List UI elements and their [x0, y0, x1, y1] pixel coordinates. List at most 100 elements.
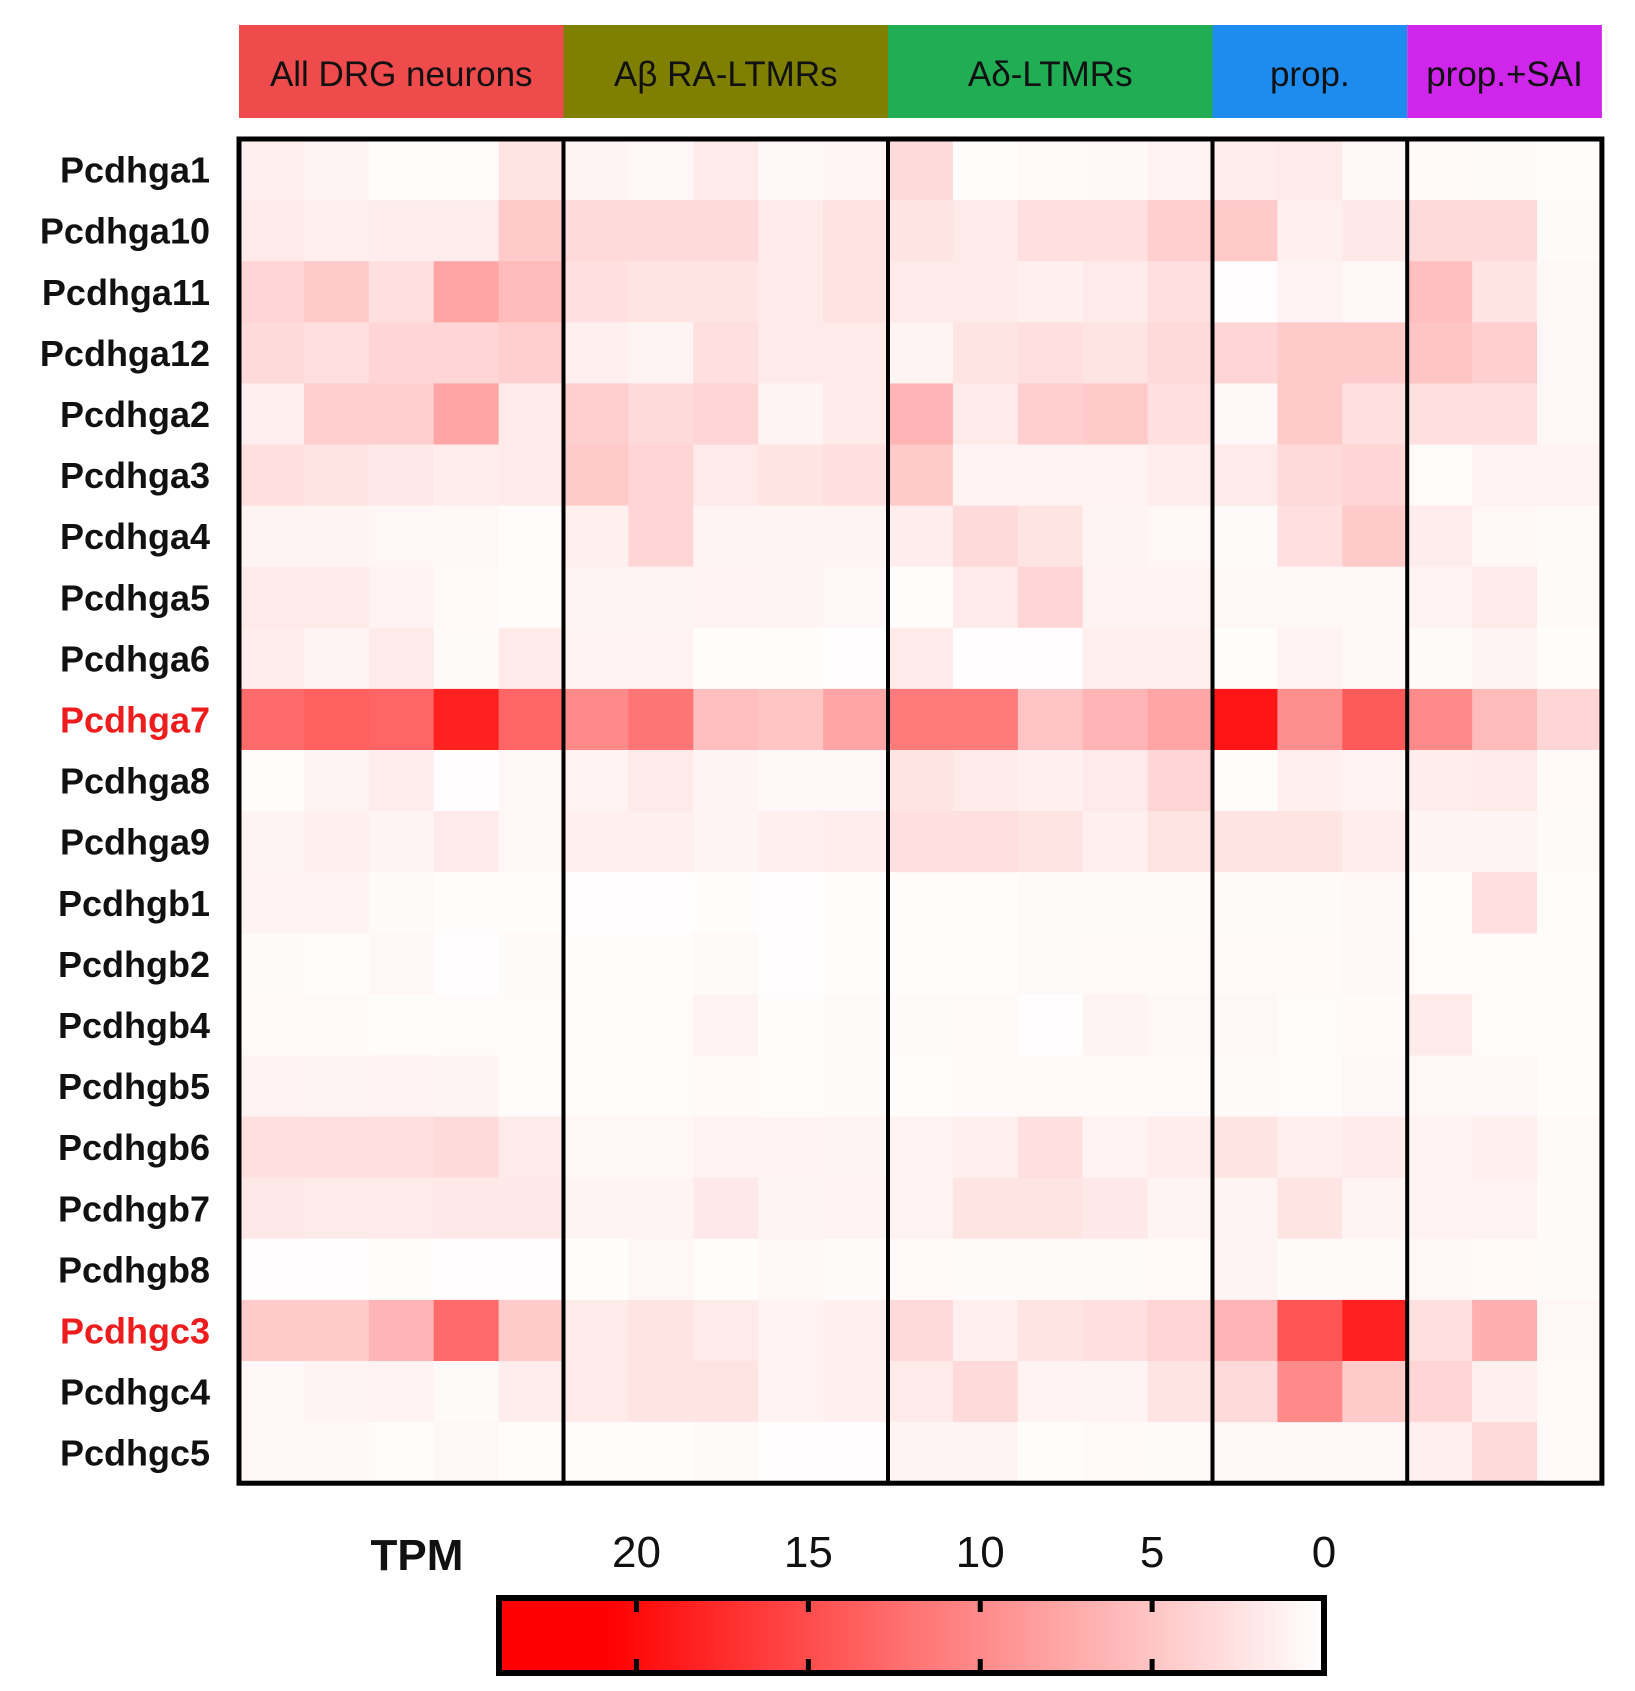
cell-pcdhga8-20 [1537, 750, 1603, 812]
cell-pcdhga1-6 [628, 139, 694, 201]
cell-pcdhgb7-14 [1147, 1177, 1214, 1240]
cell-pcdhgc4-3 [433, 1361, 500, 1423]
cell-pcdhga7-7 [693, 688, 759, 751]
cell-pcdhga3-19 [1472, 444, 1538, 507]
cell-pcdhga9-17 [1342, 811, 1408, 873]
row-label-pcdhga10: Pcdhga10 [40, 211, 210, 252]
cell-pcdhgc3-0 [239, 1299, 305, 1362]
cell-pcdhgb5-19 [1472, 1055, 1538, 1118]
cell-pcdhga11-3 [433, 261, 500, 323]
cell-pcdhga2-4 [498, 383, 565, 446]
cell-pcdhgc3-6 [628, 1299, 694, 1362]
cell-pcdhga6-9 [823, 627, 889, 690]
cell-pcdhga5-18 [1407, 566, 1473, 629]
cell-pcdhga3-0 [239, 444, 305, 507]
colorbar-ticks: 20 15 10 5 0 [612, 1528, 1336, 1577]
cell-pcdhgb7-13 [1082, 1177, 1149, 1240]
cell-pcdhga6-15 [1212, 627, 1278, 690]
cell-pcdhga10-12 [1017, 200, 1084, 262]
cell-pcdhga8-16 [1277, 750, 1343, 812]
cell-pcdhgb1-16 [1277, 872, 1343, 934]
cell-pcdhgb2-3 [433, 933, 500, 995]
cell-pcdhgb8-13 [1082, 1238, 1149, 1301]
cell-pcdhgb5-16 [1277, 1055, 1343, 1118]
cell-pcdhgc3-12 [1017, 1299, 1084, 1362]
cell-pcdhgb6-0 [239, 1116, 305, 1179]
cell-pcdhgb1-18 [1407, 872, 1473, 934]
cell-pcdhga10-18 [1407, 200, 1473, 262]
cell-pcdhga3-11 [952, 444, 1019, 507]
group-header-a-ra-ltmrs [563, 25, 888, 118]
cell-pcdhgb5-4 [498, 1055, 565, 1118]
cell-pcdhgc3-8 [758, 1299, 824, 1362]
cell-pcdhgc5-9 [823, 1422, 889, 1484]
cell-pcdhgb7-10 [888, 1177, 954, 1240]
cell-pcdhga5-17 [1342, 566, 1408, 629]
cell-pcdhgc4-0 [239, 1361, 305, 1423]
cell-pcdhgb2-18 [1407, 933, 1473, 995]
cell-pcdhga5-0 [239, 566, 305, 629]
cell-pcdhgb4-8 [758, 994, 824, 1057]
cell-pcdhga4-4 [498, 505, 565, 568]
cell-pcdhgb2-6 [628, 933, 694, 995]
row-label-pcdhga8: Pcdhga8 [60, 761, 210, 802]
cell-pcdhgb5-10 [888, 1055, 954, 1118]
colorbar-tick-label-10: 10 [956, 1528, 1005, 1577]
cell-pcdhgb8-9 [823, 1238, 889, 1301]
cell-pcdhga7-20 [1537, 688, 1603, 751]
cell-pcdhgb1-19 [1472, 872, 1538, 934]
cell-pcdhgb6-5 [563, 1116, 629, 1179]
cell-pcdhga4-2 [368, 505, 435, 568]
cell-pcdhga8-13 [1082, 750, 1149, 812]
cell-pcdhga3-7 [693, 444, 759, 507]
cell-pcdhga2-20 [1537, 383, 1603, 446]
cell-pcdhga5-10 [888, 566, 954, 629]
cell-pcdhga11-13 [1082, 261, 1149, 323]
cell-pcdhga6-17 [1342, 627, 1408, 690]
cell-pcdhgb4-4 [498, 994, 565, 1057]
cell-pcdhgc5-3 [433, 1422, 500, 1484]
cell-pcdhgb2-16 [1277, 933, 1343, 995]
colorbar-tick-label-0: 0 [1312, 1528, 1336, 1577]
cell-pcdhga10-17 [1342, 200, 1408, 262]
cell-pcdhga4-13 [1082, 505, 1149, 568]
cell-pcdhgc3-20 [1537, 1299, 1603, 1362]
cell-pcdhga3-1 [303, 444, 370, 507]
cell-pcdhga4-15 [1212, 505, 1278, 568]
cell-pcdhga11-20 [1537, 261, 1603, 323]
cell-pcdhga11-19 [1472, 261, 1538, 323]
cell-pcdhga1-0 [239, 139, 305, 201]
cell-pcdhga1-11 [952, 139, 1019, 201]
cell-pcdhgb5-15 [1212, 1055, 1278, 1118]
cell-pcdhgc5-4 [498, 1422, 565, 1484]
cell-pcdhgc3-14 [1147, 1299, 1214, 1362]
cell-pcdhgb4-18 [1407, 994, 1473, 1057]
cell-pcdhgc4-12 [1017, 1361, 1084, 1423]
cell-pcdhga2-11 [952, 383, 1019, 446]
cell-pcdhgc4-19 [1472, 1361, 1538, 1423]
cell-pcdhga2-16 [1277, 383, 1343, 446]
cell-pcdhga5-15 [1212, 566, 1278, 629]
cell-pcdhgb4-0 [239, 994, 305, 1057]
heatmap-frame [236, 136, 1605, 1486]
row-label-pcdhgb2: Pcdhgb2 [58, 944, 210, 985]
cell-pcdhgb5-17 [1342, 1055, 1408, 1118]
cell-pcdhgc4-13 [1082, 1361, 1149, 1423]
cell-pcdhga12-19 [1472, 322, 1538, 384]
cell-pcdhgb7-9 [823, 1177, 889, 1240]
cell-pcdhga7-6 [628, 688, 694, 751]
cell-pcdhga12-12 [1017, 322, 1084, 384]
cell-pcdhga11-14 [1147, 261, 1214, 323]
cell-pcdhgb6-18 [1407, 1116, 1473, 1179]
cell-pcdhga2-9 [823, 383, 889, 446]
cell-pcdhga7-0 [239, 688, 305, 751]
row-label-pcdhga7: Pcdhga7 [60, 699, 210, 740]
cell-pcdhga7-10 [888, 688, 954, 751]
cell-pcdhga10-16 [1277, 200, 1343, 262]
cell-pcdhgc5-16 [1277, 1422, 1343, 1484]
cell-pcdhga9-13 [1082, 811, 1149, 873]
cell-pcdhga7-18 [1407, 688, 1473, 751]
cell-pcdhga3-12 [1017, 444, 1084, 507]
cell-pcdhga10-1 [303, 200, 370, 262]
cell-pcdhgb7-7 [693, 1177, 759, 1240]
